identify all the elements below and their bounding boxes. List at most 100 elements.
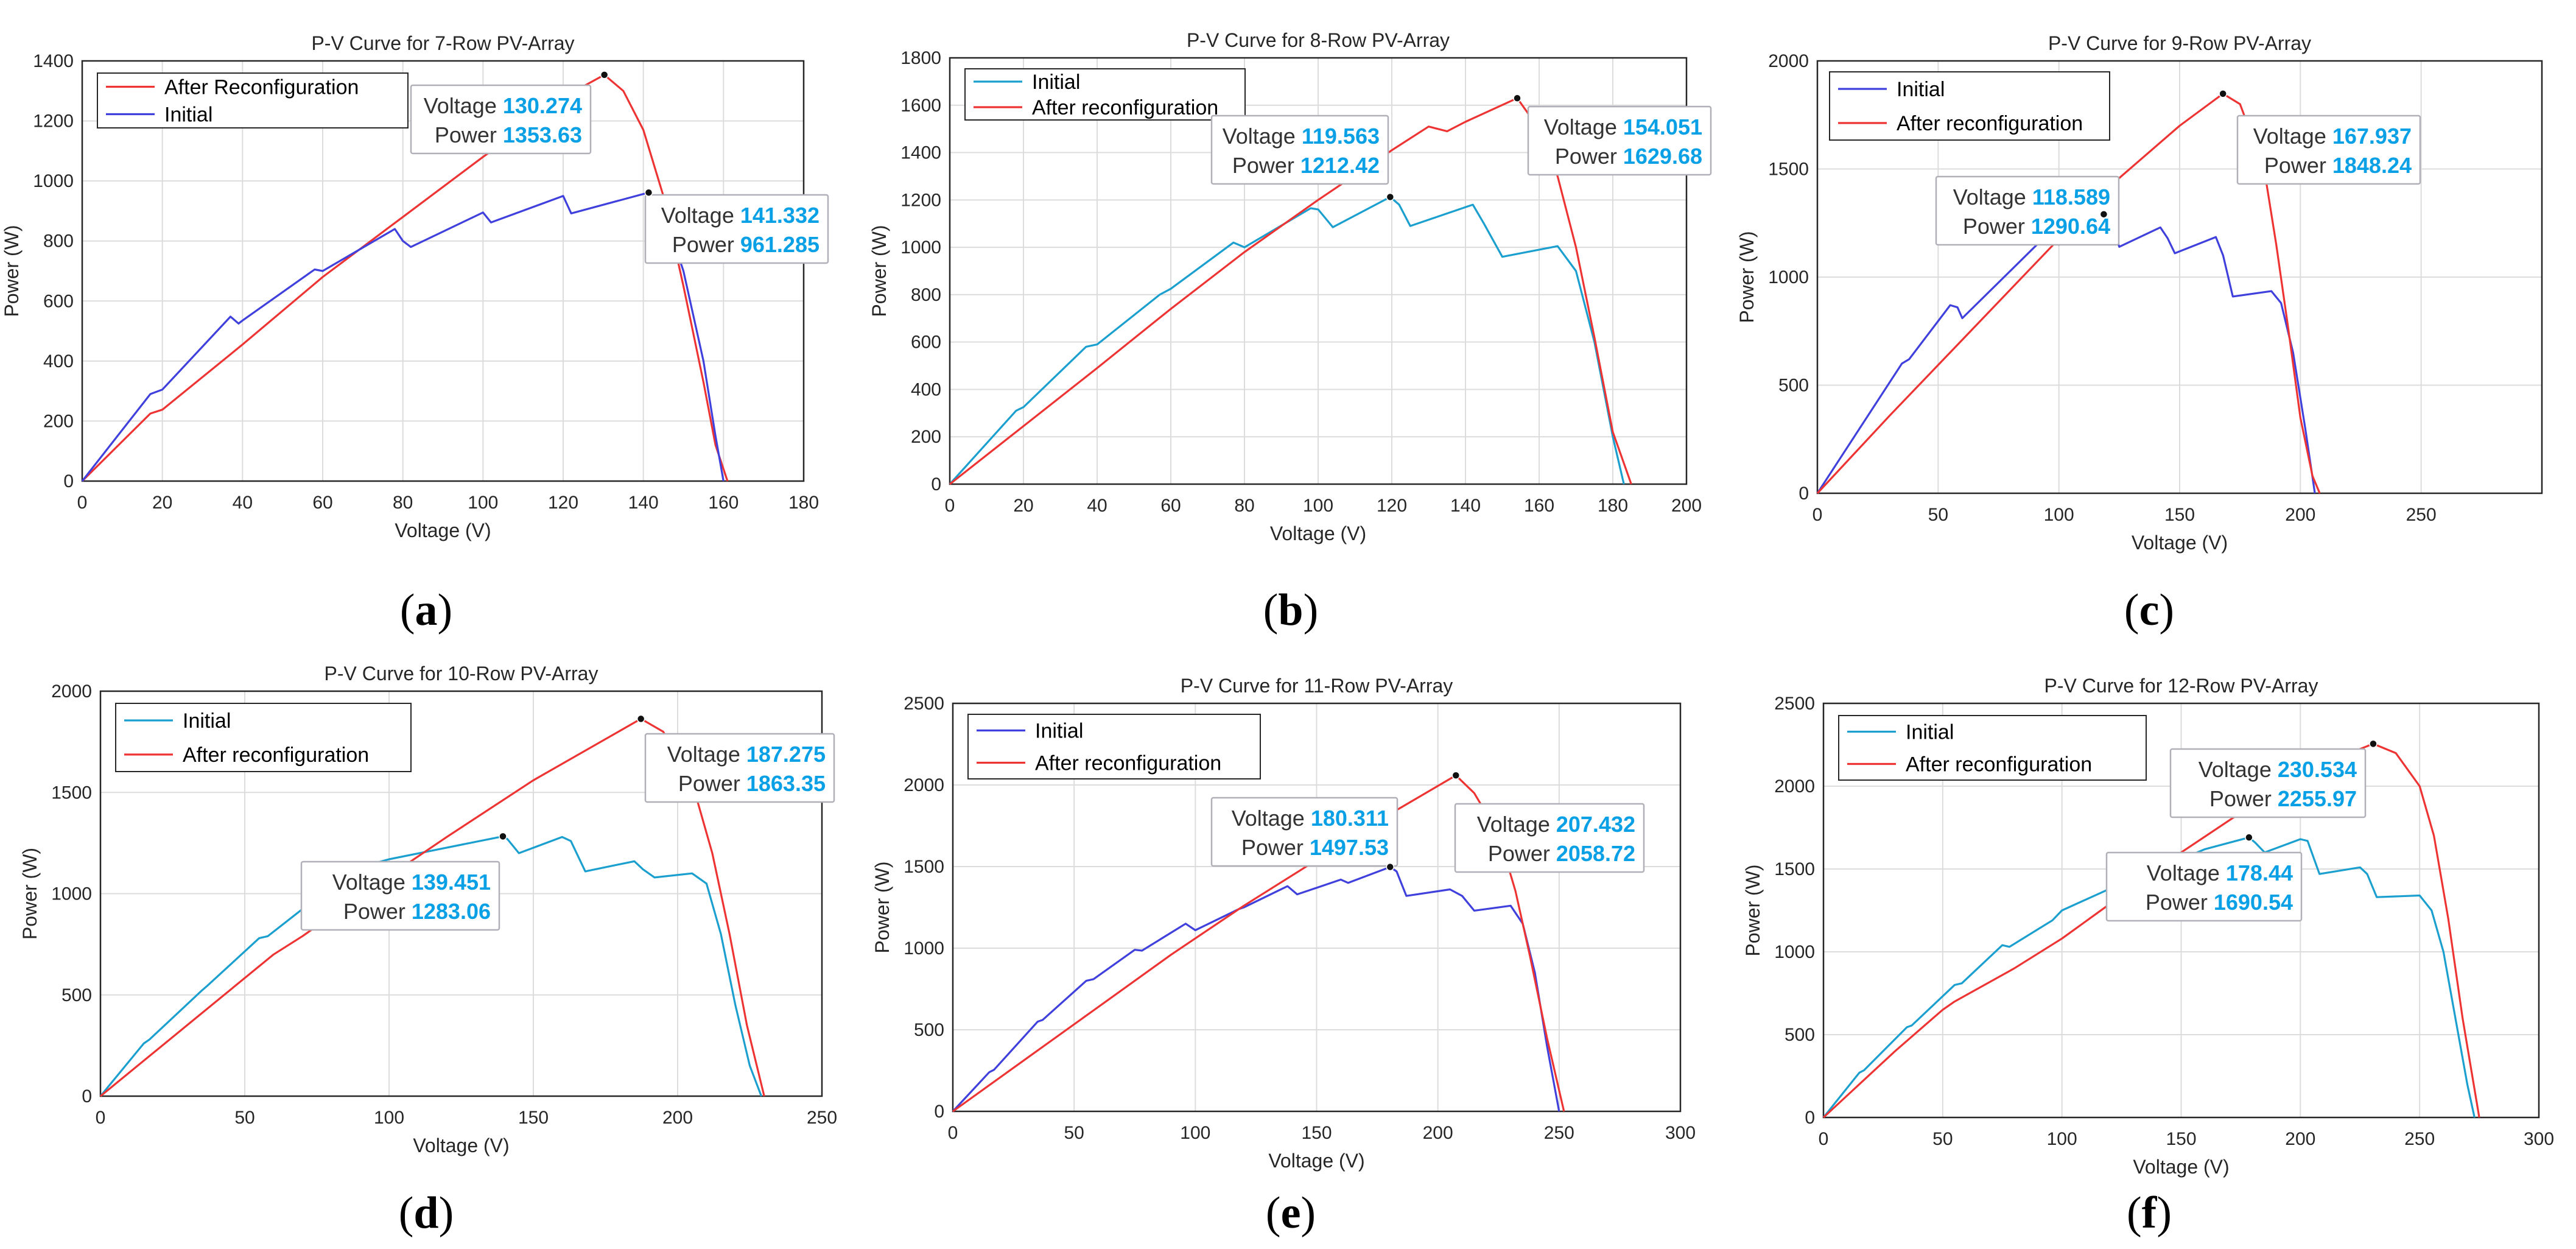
chart-c-xtick-label: 200 [2285,505,2315,525]
chart-c-datatip-power: Power 1848.24 [2264,153,2412,178]
chart-c-ytick-label: 1500 [1768,160,1809,180]
chart-e-datatip-marker [1386,862,1394,871]
chart-e-xlabel: Voltage (V) [1268,1150,1364,1172]
chart-b-xtick-label: 180 [1598,496,1628,516]
chart-f-datatip-voltage: Voltage 178.44 [2147,860,2293,885]
chart-e-datatip-voltage: Voltage 180.311 [1232,806,1389,831]
chart-b-xlabel: Voltage (V) [1270,522,1366,544]
chart-d-datatip-box [644,733,835,803]
chart-b-datatip-marker [1386,192,1395,202]
chart-b-legend-label: Initial [1032,71,1080,94]
chart-b-xtick-label: 160 [1524,496,1554,516]
chart-b-ytick-label: 600 [911,332,941,353]
chart-d-datatip-power: Power 1863.35 [678,771,826,796]
chart-c-xlabel: Voltage (V) [2132,532,2228,554]
chart-f-axes-box [1822,702,2540,1119]
chart-f-datatip-box [2169,748,2367,818]
chart-e-xtick-label: 300 [1665,1123,1696,1143]
chart-f: 0 50 100 150 200 250 300 0 500 1000 1500 2000 2500 P-… [1742,675,2554,1178]
chart-d-legend-label: Initial [183,709,231,733]
chart-c-legend [1829,71,2110,141]
chart-a-axes-box [81,60,805,482]
chart-f-legend [1838,715,2147,781]
datatip-power-value: 1629.68 [1623,144,1702,169]
chart-a-xtick-label: 140 [628,493,659,513]
chart-d-xtick-label: 250 [807,1108,837,1128]
chart-d-xtick-label: 100 [374,1108,404,1128]
chart-f-xtick-label: 200 [2285,1129,2315,1149]
chart-a-ytick-label: 0 [63,471,74,491]
chart-d-legend-label: After reconfiguration [183,744,369,767]
chart-f-xlabel: Voltage (V) [2133,1156,2229,1178]
chart-d-ytick-label: 0 [82,1086,92,1107]
chart-e-xtick-label: 50 [1064,1123,1084,1143]
chart-a-xtick-label: 100 [468,493,498,513]
datatip-power-label: Power [1232,153,1300,178]
chart-a-xtick-label: 160 [708,493,739,513]
chart-e-legend-label: Initial [1035,720,1083,743]
chart-f-ytick-label: 500 [1785,1025,1815,1045]
datatip-power-label: Power [2209,786,2278,811]
datatip-voltage-value: 130.274 [503,93,582,118]
chart-c-series-after-reconfiguration [1816,93,2321,494]
chart-a-ylabel: Power (W) [1,225,23,317]
chart-b-xtick-label: 120 [1377,496,1407,516]
chart-b-ytick-label: 400 [911,379,941,399]
datatip-power-value: 1863.35 [746,771,826,796]
chart-b-datatip-box [1527,105,1712,176]
chart-d-series-after-reconfiguration [99,717,765,1097]
chart-f-legend-label: After reconfiguration [1906,753,2092,776]
chart-b-legend [964,68,1246,121]
chart-e-legend-label: After reconfiguration [1035,752,1221,775]
chart-c-datatip-marker [2219,90,2227,98]
chart-c-legend-label: Initial [1897,78,1945,101]
chart-b-axes-box [949,57,1688,485]
chart-c-axes-box [1816,60,2543,494]
datatip-power-label: Power [1488,841,1556,866]
chart-d-datatip-marker [499,832,507,841]
chart-a: 0 20 40 60 80 100 120 140 160 180 0 200 400 600 800 100… [1,32,829,541]
chart-c-xtick-label: 50 [1928,505,1948,525]
chart-b-datatip-power: Power 1629.68 [1555,144,1702,169]
datatip-power-value: 1497.53 [1310,835,1389,860]
chart-a-ytick-label: 400 [43,351,74,371]
chart-e-xtick-label: 100 [1180,1123,1210,1143]
chart-c-datatip-power: Power 1290.64 [1963,214,2110,239]
datatip-voltage-label: Voltage [2253,124,2332,149]
chart-e-xtick-label: 200 [1423,1123,1453,1143]
chart-f-ytick-label: 0 [1805,1108,1815,1128]
chart-b-series-initial [949,195,1625,485]
datatip-power-value: 2255.97 [2278,786,2357,811]
chart-f-datatip-voltage: Voltage 230.534 [2199,757,2357,782]
chart-c-title: P-V Curve for 9-Row PV-Array [2048,32,2311,54]
chart-d-datatip-voltage: Voltage 187.275 [667,742,826,767]
datatip-voltage-label: Voltage [332,870,412,895]
chart-f-legend-label: Initial [1906,721,1954,744]
chart-b-datatip-box [1210,114,1389,185]
chart-d-axes-box [99,690,823,1097]
datatip-voltage-label: Voltage [1223,124,1302,149]
datatip-voltage-value: 187.275 [746,742,826,767]
datatip-power-value: 961.285 [740,232,819,257]
chart-b-ylabel: Power (W) [868,225,890,317]
chart-a-ytick-label: 600 [43,291,74,311]
chart-c-datatip-voltage: Voltage 167.937 [2253,124,2412,149]
datatip-power-value: 1283.06 [412,899,491,924]
chart-f-title: P-V Curve for 12-Row PV-Array [2044,675,2318,697]
chart-e-datatip-box [1210,797,1399,867]
chart-b-xtick-label: 60 [1160,496,1181,516]
chart-b-xtick-label: 200 [1671,496,1702,516]
chart-c: 0 50 100 150 200 250 0 500 1000 1500 2000 P-V Curve… [1736,32,2543,554]
chart-d: 0 50 100 150 200 250 0 500 1000 1500 2000 P-V Curve… [19,663,837,1156]
chart-c-ytick-label: 2000 [1768,51,1809,71]
datatip-power-value: 1290.64 [2031,214,2110,239]
datatip-voltage-value: 119.563 [1302,124,1380,149]
chart-e-ytick-label: 1000 [904,938,944,959]
caption-d: (d) [398,1188,454,1238]
chart-d-series-initial [99,835,762,1097]
datatip-voltage-label: Voltage [1544,114,1623,139]
chart-c-series-initial [1816,213,2316,494]
chart-b-ytick-label: 800 [911,285,941,305]
chart-d-ylabel: Power (W) [19,848,41,940]
